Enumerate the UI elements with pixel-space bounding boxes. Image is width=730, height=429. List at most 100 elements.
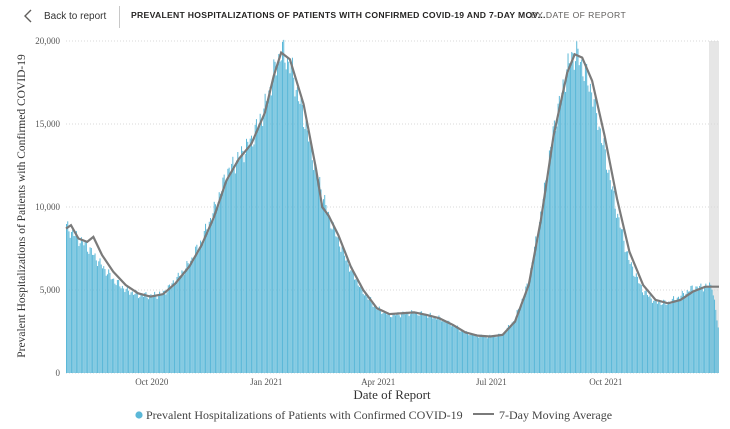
bar[interactable] [180,275,182,373]
bar[interactable] [660,304,662,373]
bar[interactable] [170,286,172,373]
bar[interactable] [599,128,601,373]
bar[interactable] [264,93,266,374]
bar[interactable] [704,286,706,373]
bar[interactable] [329,216,331,373]
bar[interactable] [423,315,425,373]
bar[interactable] [429,312,431,373]
bar[interactable] [238,158,240,373]
bar[interactable] [397,312,399,373]
bar[interactable] [691,285,693,373]
bar[interactable] [216,210,218,373]
bar[interactable] [596,113,598,373]
bar[interactable] [408,316,410,373]
bar[interactable] [380,309,382,373]
bar[interactable] [445,323,447,373]
bar[interactable] [435,319,437,373]
bar[interactable] [211,220,213,373]
bar[interactable] [640,285,642,373]
bar[interactable] [286,57,288,373]
bar[interactable] [663,299,665,373]
bar[interactable] [650,298,652,373]
bar[interactable] [383,310,385,373]
bar[interactable] [450,326,452,373]
bar[interactable] [561,92,563,374]
bar[interactable] [622,229,624,373]
bar[interactable] [298,101,300,373]
bar[interactable] [69,237,71,373]
bar[interactable] [75,231,77,373]
bar[interactable] [268,90,270,373]
bar[interactable] [526,283,528,373]
bar[interactable] [229,172,231,373]
bar[interactable] [131,291,133,373]
bar[interactable] [310,140,312,373]
bar[interactable] [571,51,573,373]
bar[interactable] [632,266,634,373]
bar[interactable] [469,334,471,373]
bar[interactable] [141,295,143,373]
bar[interactable] [67,221,69,373]
bar[interactable] [178,275,180,373]
bar[interactable] [295,90,297,373]
bar[interactable] [352,272,354,373]
bar[interactable] [470,332,472,373]
bar[interactable] [347,264,349,373]
bar[interactable] [316,177,318,373]
bar[interactable] [447,320,449,373]
bar[interactable] [563,87,565,374]
bar[interactable] [219,193,221,373]
bar[interactable] [560,102,562,374]
bar[interactable] [417,315,419,373]
bar[interactable] [514,321,516,373]
bar[interactable] [421,311,423,373]
back-to-report-button[interactable]: Back to report [20,5,106,27]
bar[interactable] [115,285,117,373]
bar[interactable] [375,305,377,373]
bar[interactable] [532,258,534,373]
bar[interactable] [498,333,500,373]
bar[interactable] [630,262,632,373]
bar[interactable] [416,311,418,373]
bar[interactable] [403,313,405,373]
bar[interactable] [404,314,406,373]
bar[interactable] [125,289,127,373]
bar[interactable] [601,143,603,373]
bar[interactable] [592,106,594,374]
bar[interactable] [350,270,352,373]
bar[interactable] [628,259,630,373]
bar[interactable] [709,282,711,373]
bar[interactable] [98,261,100,373]
bar[interactable] [382,312,384,373]
bar[interactable] [109,272,111,373]
bar[interactable] [243,162,245,373]
bar[interactable] [428,314,430,373]
bar[interactable] [619,227,621,373]
bar[interactable] [591,92,593,373]
bar[interactable] [444,321,446,373]
bar[interactable] [172,280,174,373]
bar[interactable] [241,146,243,373]
bar[interactable] [363,295,365,373]
bar[interactable] [453,325,455,373]
bar[interactable] [464,332,466,373]
bar[interactable] [586,63,588,374]
bar[interactable] [84,241,86,373]
bar[interactable] [606,169,608,373]
bar[interactable] [232,156,234,373]
bar[interactable] [201,241,203,373]
bar[interactable] [433,316,435,373]
bar[interactable] [654,297,656,373]
bar[interactable] [88,253,90,373]
bar[interactable] [192,260,194,373]
bar[interactable] [120,288,122,373]
bar[interactable] [457,325,459,373]
bar[interactable] [562,79,564,373]
bar[interactable] [356,279,358,373]
bar[interactable] [239,156,241,373]
bar[interactable] [155,295,157,373]
bar[interactable] [289,73,291,374]
bar[interactable] [493,335,495,373]
bar[interactable] [291,57,293,373]
bar[interactable] [613,190,615,373]
